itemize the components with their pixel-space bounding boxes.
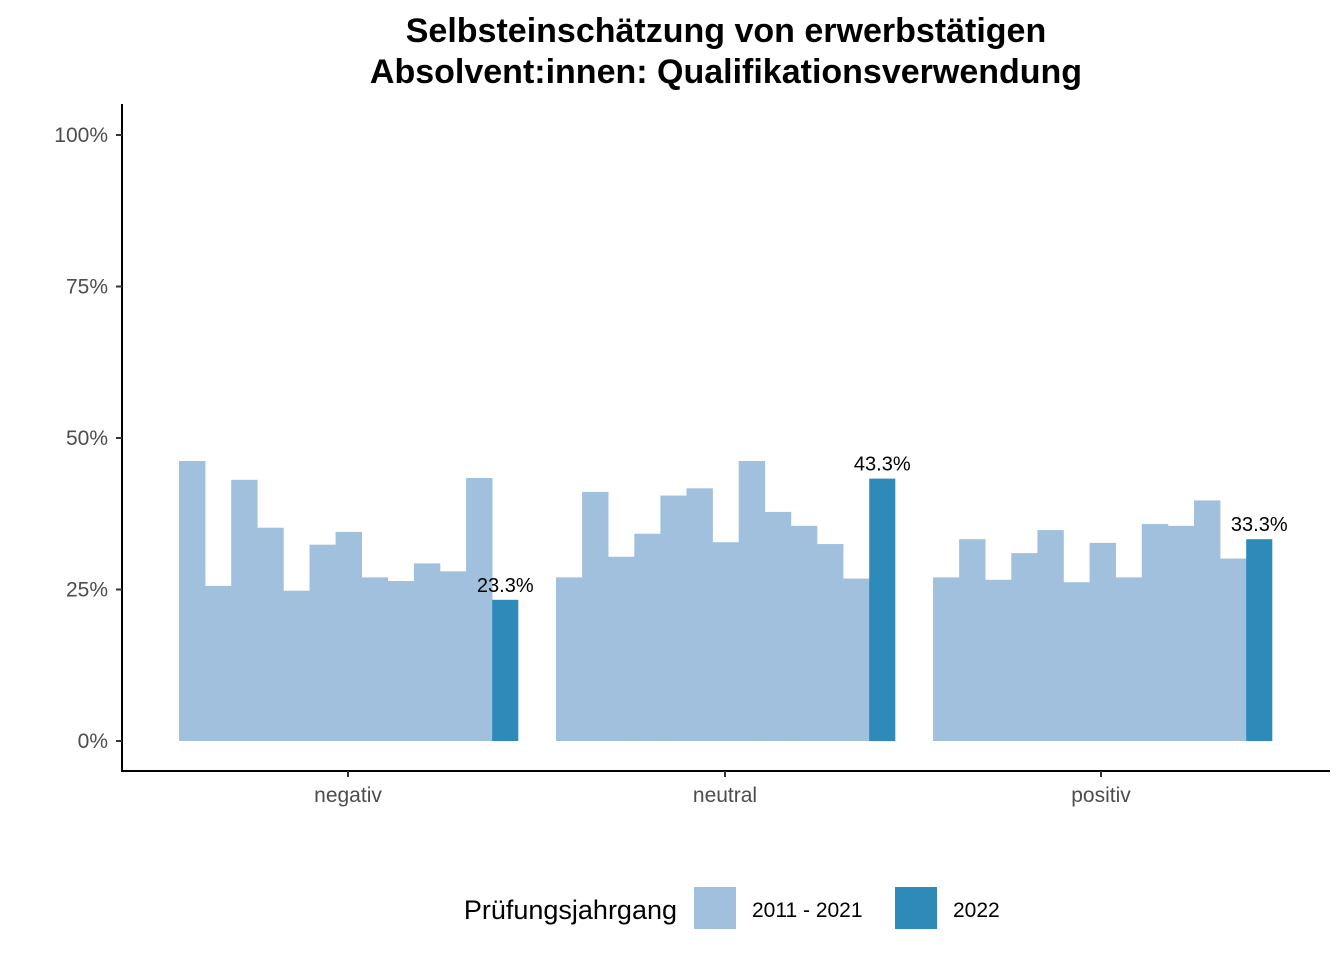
bar-positiv-2011-2021-11 [1194,500,1221,741]
bar-positiv-2011-2021-1 [933,577,960,741]
bar-neutral-2011-2021-10 [790,525,818,741]
bar-negativ-2011-2021-6 [309,544,336,741]
x-tick-label-neutral: neutral [693,784,757,807]
y-tick-label: 25% [66,579,108,602]
bar-negativ-2011-2021-10 [413,563,441,741]
legend-label-2022: 2022 [953,899,1000,922]
bar-positiv-2011-2021-2 [959,539,986,741]
y-tick-label: 75% [66,276,108,299]
bar-negativ-2011-2021-1 [179,461,206,741]
bar-negativ-2022 [492,599,519,741]
bar-negativ-2011-2021-7 [335,531,362,741]
bar-positiv-2011-2021-12 [1220,558,1247,741]
legend-label-2011-2021: 2011 - 2021 [752,899,863,922]
bar-neutral-2011-2021-6 [686,488,713,741]
bar-neutral-2022 [869,478,896,741]
bar-negativ-2011-2021-8 [361,577,389,741]
chart-title: Selbsteinschätzung von erwerbstätigen Ab… [370,12,1082,91]
bar-positiv-2011-2021-8 [1115,577,1143,741]
chart-title-line-2: Absolvent:innen: Qualifikationsverwendun… [370,53,1082,91]
bar-neutral-2011-2021-1 [556,577,583,741]
x-tick-label-positiv: positiv [1071,784,1131,807]
data-label-neutral-2022: 43.3% [854,454,911,476]
bar-neutral-2011-2021-9 [764,511,792,741]
bar-negativ-2011-2021-5 [283,590,310,741]
bar-group-positiv: 33.3% [933,500,1288,741]
bar-positiv-2011-2021-10 [1167,525,1195,741]
bar-neutral-2011-2021-12 [843,578,870,741]
bar-group-neutral: 43.3% [556,454,911,741]
bar-neutral-2011-2021-5 [660,495,687,741]
bar-positiv-2011-2021-5 [1037,530,1064,741]
bar-negativ-2011-2021-4 [257,527,284,741]
plot-area: 23.3% 43.3% 33.3% [179,454,1288,741]
legend-title: Prüfungsjahrgang [464,895,677,925]
bar-negativ-2011-2021-2 [205,585,232,741]
legend-swatch-2022 [895,887,937,929]
axes: 0% 25% 50% 75% 100% negativ neutral positiv [54,104,1330,807]
data-label-negativ-2022: 23.3% [477,575,534,597]
bar-positiv-2011-2021-7 [1089,542,1116,741]
legend-swatch-2011-2021 [694,887,736,929]
bar-negativ-2011-2021-11 [440,571,467,741]
y-tick-label: 50% [66,427,108,450]
bar-positiv-2011-2021-3 [985,579,1012,741]
bar-positiv-2011-2021-6 [1063,582,1090,741]
chart-title-line-1: Selbsteinschätzung von erwerbstätigen [406,12,1046,50]
bar-neutral-2011-2021-8 [738,461,766,741]
data-label-positiv-2022: 33.3% [1231,514,1288,536]
bar-neutral-2011-2021-11 [817,544,844,741]
bar-negativ-2011-2021-3 [231,479,258,741]
y-tick-label: 100% [54,124,108,147]
bar-group-negativ: 23.3% [179,461,534,741]
bar-positiv-2022 [1246,539,1273,741]
bar-neutral-2011-2021-2 [582,491,609,741]
x-tick-label-negativ: negativ [314,784,382,807]
bar-positiv-2011-2021-4 [1011,553,1038,741]
bar-neutral-2011-2021-3 [608,556,635,741]
y-tick-label: 0% [78,730,108,753]
bar-neutral-2011-2021-7 [712,542,739,741]
legend: Prüfungsjahrgang 2011 - 2021 2022 [464,887,1000,929]
bar-negativ-2011-2021-12 [466,478,493,741]
bar-negativ-2011-2021-9 [387,581,415,741]
bar-neutral-2011-2021-4 [634,533,661,741]
bar-positiv-2011-2021-9 [1141,524,1169,741]
